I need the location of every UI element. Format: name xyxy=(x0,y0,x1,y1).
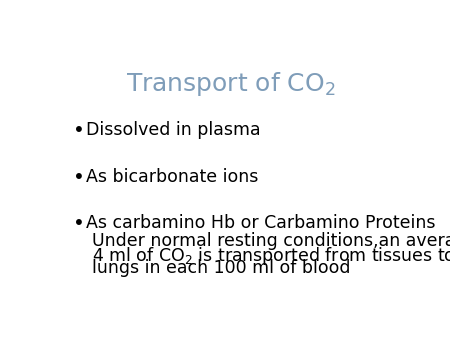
Text: Dissolved in plasma: Dissolved in plasma xyxy=(86,121,260,139)
Text: •: • xyxy=(73,168,85,187)
Text: •: • xyxy=(73,121,85,140)
Text: •: • xyxy=(73,214,85,233)
Text: As carbamino Hb or Carbamino Proteins: As carbamino Hb or Carbamino Proteins xyxy=(86,214,435,232)
Text: 4 ml of CO$_2$ is transported from tissues to: 4 ml of CO$_2$ is transported from tissu… xyxy=(92,245,450,267)
Text: As bicarbonate ions: As bicarbonate ions xyxy=(86,168,258,186)
Text: Transport of CO$_2$: Transport of CO$_2$ xyxy=(126,70,336,98)
Text: lungs in each 100 ml of blood: lungs in each 100 ml of blood xyxy=(92,259,351,277)
Text: Under normal resting conditions,an average of: Under normal resting conditions,an avera… xyxy=(92,232,450,249)
